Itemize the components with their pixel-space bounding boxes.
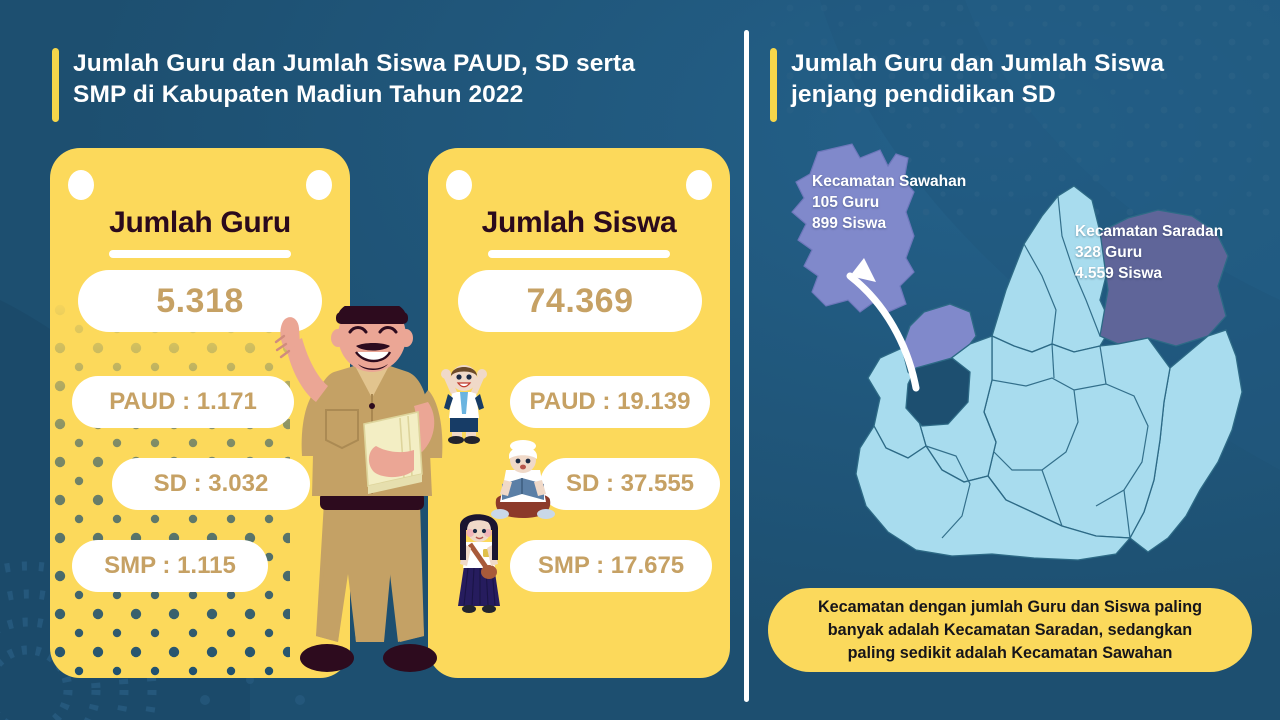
title-accent-bar-right (770, 48, 777, 122)
left-panel-title: Jumlah Guru dan Jumlah Siswa PAUD, SD se… (52, 48, 712, 122)
guru-smp-row: SMP : 1.115 (72, 540, 268, 592)
map-caption-text: Kecamatan dengan jumlah Guru dan Siswa p… (817, 597, 1203, 662)
student-sd-illustration (491, 440, 555, 519)
student-smp-illustration (458, 514, 500, 613)
student-paud-illustration (441, 365, 487, 444)
guru-paud-row: PAUD : 1.171 (72, 376, 294, 428)
guru-total-value: 5.318 (78, 270, 322, 332)
card-hole-right (306, 170, 332, 200)
madiun-regency-map: .kec { fill:#a8dcee; stroke:#2d6a86; str… (791, 143, 1243, 561)
siswa-sd-row: SD : 37.555 (540, 458, 720, 510)
siswa-paud-row: PAUD : 19.139 (510, 376, 710, 428)
panel-divider (744, 30, 749, 702)
teacher-illustration (274, 306, 443, 672)
card-siswa-title: Jumlah Siswa (481, 206, 677, 239)
title-accent-bar-left (52, 48, 59, 122)
map-regency-body (855, 185, 1243, 561)
card-guru-title: Jumlah Guru (109, 206, 291, 239)
card-hole-right (686, 170, 712, 200)
card-siswa-rule (488, 250, 670, 258)
stat-card-guru: Jumlah Guru 5.318 PAUD : 1.171 SD : 3.03… (50, 148, 350, 678)
map-label-saradan: Kecamatan Saradan 328 Guru 4.559 Siswa (1075, 223, 1224, 282)
card-hole-left (446, 170, 472, 200)
card-guru-rule (109, 250, 291, 258)
guru-sd-row: SD : 3.032 (112, 458, 310, 510)
siswa-total-value: 74.369 (458, 270, 702, 332)
right-title-text: Jumlah Guru dan Jumlah Siswa jenjang pen… (791, 50, 1165, 109)
map-caption-box: Kecamatan dengan jumlah Guru dan Siswa p… (768, 588, 1252, 672)
left-title-text: Jumlah Guru dan Jumlah Siswa PAUD, SD se… (73, 50, 636, 109)
map-callout-arrow (846, 258, 920, 392)
card-hole-left (68, 170, 94, 200)
map-label-sawahan: Kecamatan Sawahan 105 Guru 899 Siswa (812, 173, 967, 232)
right-panel-title: Jumlah Guru dan Jumlah Siswa jenjang pen… (770, 48, 1240, 122)
siswa-smp-row: SMP : 17.675 (510, 540, 712, 592)
